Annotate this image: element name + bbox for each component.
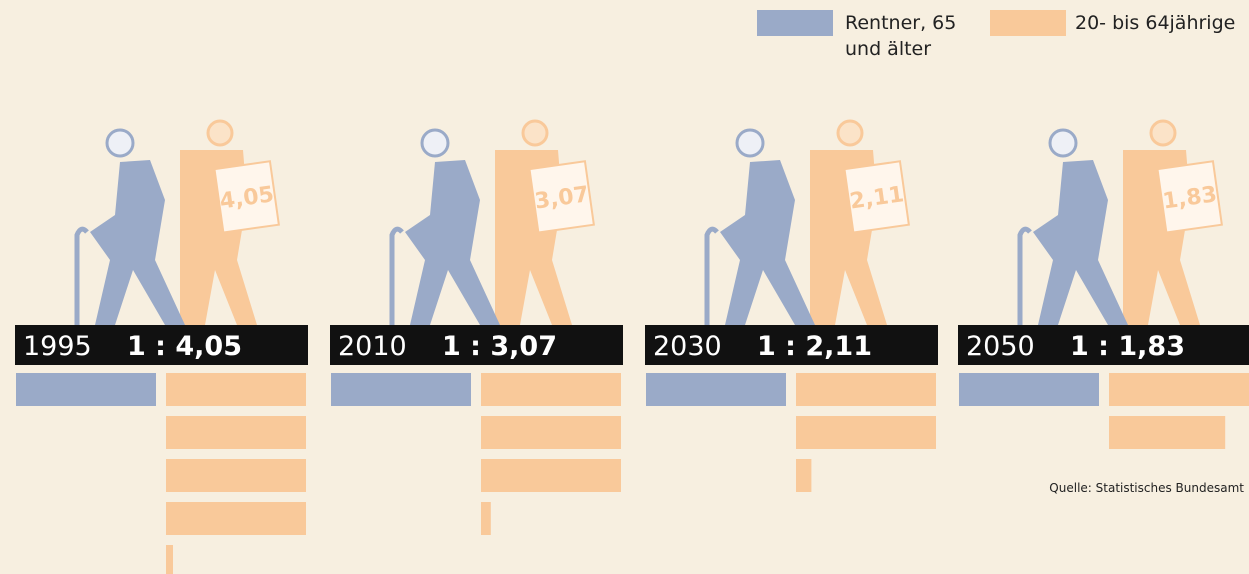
group: 1,83 2050 1 : 1,83 [958,119,1249,449]
head [836,119,864,147]
worker-bar [166,459,306,492]
retiree-bar [16,373,156,406]
elder-body [1033,160,1128,325]
sign: 4,05 [213,160,280,234]
legend-label: Rentner, 65 und älter [845,12,957,60]
sign: 2,11 [843,160,910,234]
band [330,325,623,365]
year: 2030 [653,331,722,362]
ratio: 1 : 2,11 [757,331,872,362]
sign-board [1156,160,1223,234]
retiree-bar [331,373,471,406]
worker-bar [1109,373,1249,406]
worker-bar [796,459,812,492]
sign-board [843,160,910,234]
ratio: 1 : 3,07 [442,331,557,362]
band [15,325,308,365]
head [521,119,549,147]
head [206,119,234,147]
legend-swatch [757,10,833,36]
sign-board [213,160,280,234]
worker-bar [481,502,491,535]
worker-bar [166,502,306,535]
year: 2010 [338,331,407,362]
group: 4,05 1995 1 : 4,05 [15,119,308,574]
head [420,128,450,158]
head [1149,119,1177,147]
head [735,128,765,158]
band [645,325,938,365]
ratio: 1 : 4,05 [127,331,242,362]
group: 3,07 2010 1 : 3,07 [330,119,623,535]
sign: 3,07 [528,160,595,234]
year: 2050 [966,331,1035,362]
ratio: 1 : 1,83 [1070,331,1185,362]
elder-body [720,160,815,325]
legend-label: 20- bis 64jährige [1075,12,1236,34]
worker-bar [796,373,936,406]
elder-body [405,160,500,325]
worker-bar [481,459,621,492]
cane [704,226,719,325]
worker-bar [166,373,306,406]
worker-bar [481,416,621,449]
group: 2,11 2030 1 : 2,11 [645,119,938,492]
worker-bar [1109,416,1226,449]
source: Quelle: Statistisches Bundesamt [1049,481,1244,495]
cane [1017,226,1032,325]
worker-bar [166,416,306,449]
worker-bar [481,373,621,406]
worker-bar [166,545,173,574]
head [1048,128,1078,158]
cane [74,226,89,325]
cane [389,226,404,325]
sign-board [528,160,595,234]
sign: 1,83 [1156,160,1223,234]
retiree-bar [646,373,786,406]
legend-swatch [990,10,1066,36]
retiree-bar [959,373,1099,406]
year: 1995 [23,331,92,362]
band [958,325,1249,365]
elder-body [90,160,185,325]
worker-bar [796,416,936,449]
head [105,128,135,158]
